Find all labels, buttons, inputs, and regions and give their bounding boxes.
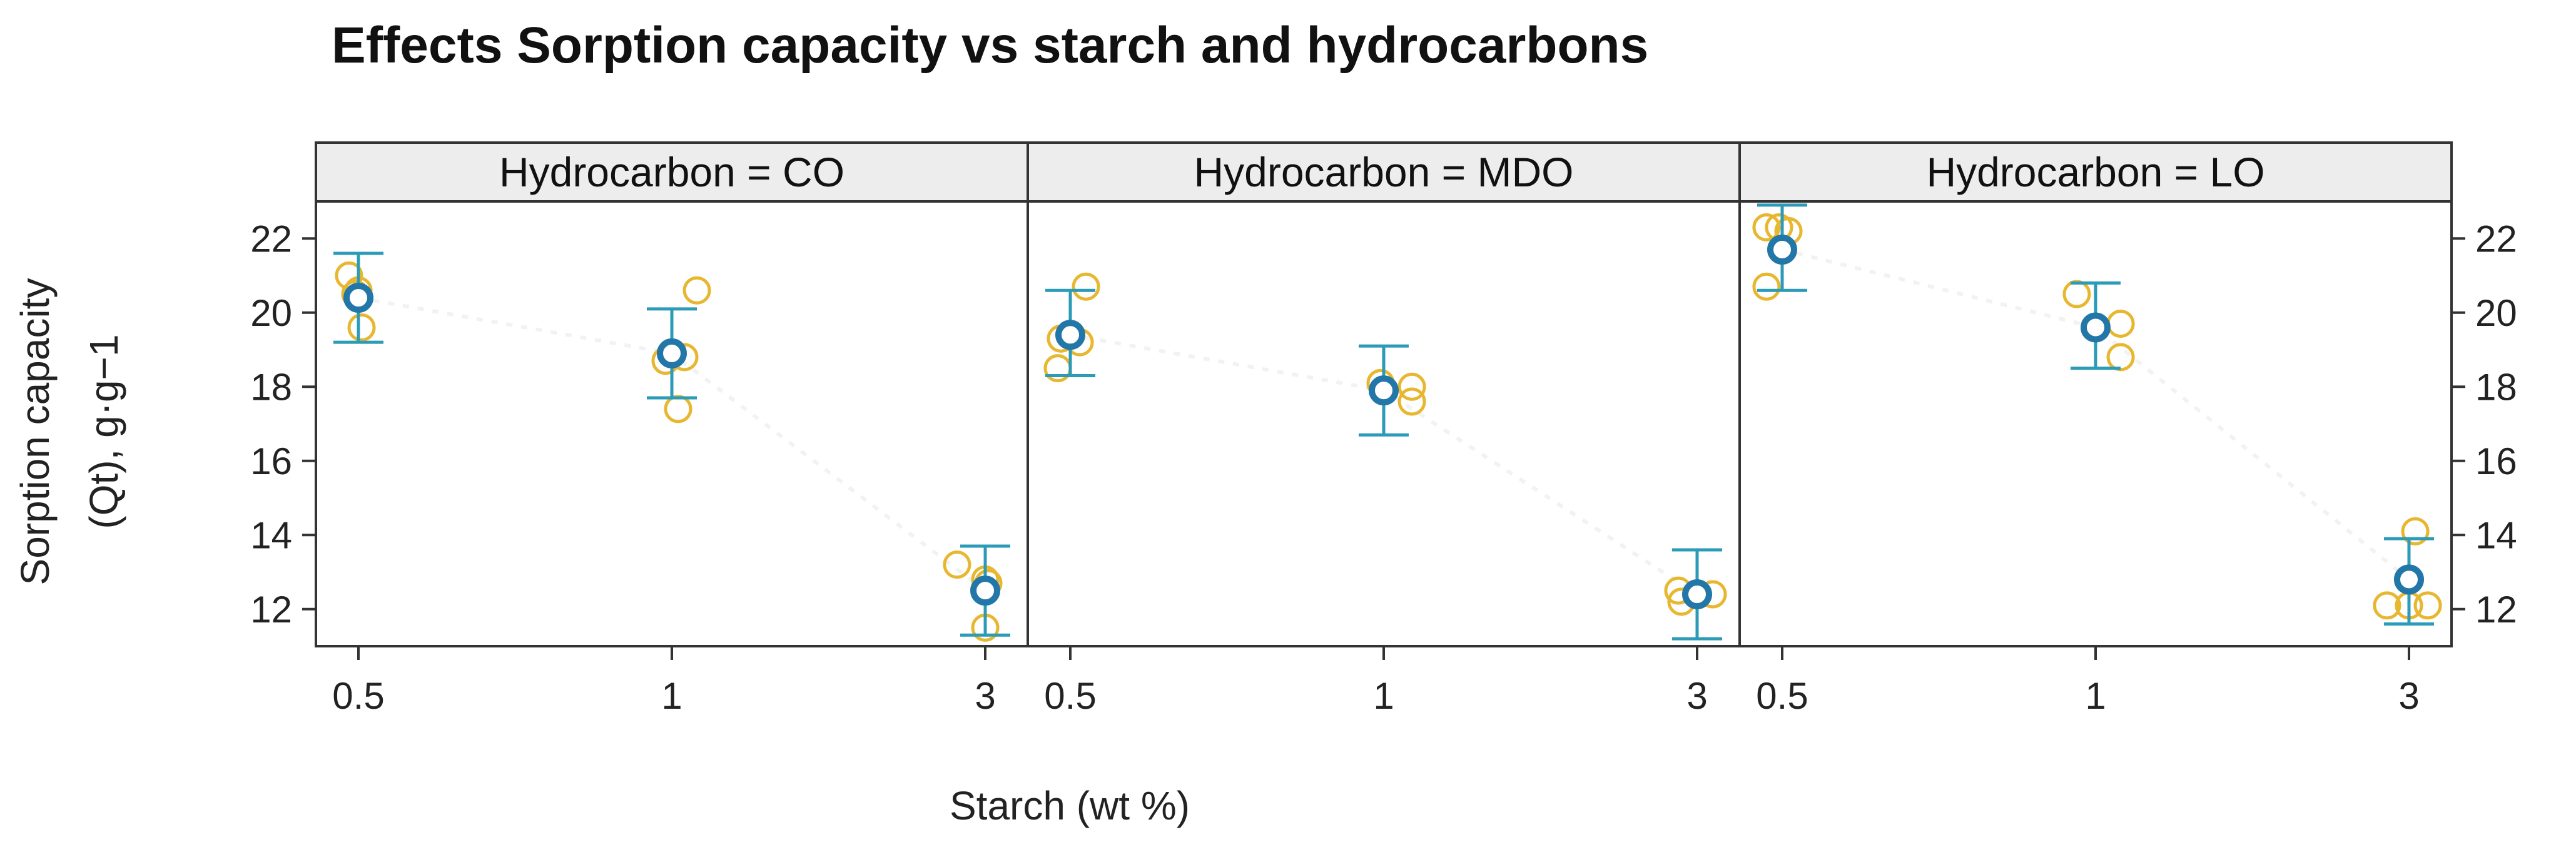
data-point [1397,387,1426,416]
group-3 [1664,548,1727,641]
panel-strip-label: Hydrocarbon = MDO [1194,149,1573,195]
mean-marker [1055,320,1085,350]
x-tick-label: 1 [1373,675,1394,717]
x-tick-label: 1 [2085,675,2106,717]
data-point [2106,310,2135,338]
y-axis-left: 12 14 16 18 20 22 [250,218,316,631]
data-point [2062,280,2091,308]
x-tick-label: 3 [2398,675,2419,717]
panel-strip-label: Hydrocarbon = LO [1926,149,2264,195]
chart-title: Effects Sorption capacity vs starch and … [332,17,1648,74]
x-tick-label: 0.5 [1044,675,1096,717]
y-tick-label-left: 18 [250,366,292,408]
y-tick-label-right: 16 [2475,440,2517,482]
mean-marker [1369,375,1399,406]
data-point [2401,517,2430,545]
group-1 [647,276,711,424]
y-tick-label-right: 20 [2475,292,2517,334]
y-tick-label-right: 14 [2475,514,2517,556]
y-tick-label-right: 22 [2475,218,2517,260]
panel-0: Hydrocarbon = CO 0.5 1 3 [315,141,1029,717]
data-point [2373,591,2401,620]
data-point [664,395,692,424]
y-tick-label-right: 12 [2475,589,2517,631]
data-point [1752,272,1781,301]
mean-marker [1682,579,1712,610]
data-point [347,313,376,342]
data-point [682,276,711,305]
group-0.5 [1043,272,1100,383]
y-tick-label-right: 18 [2475,366,2517,408]
x-tick-label: 3 [1686,675,1707,717]
data-point [943,550,971,579]
mean-marker [2081,312,2111,343]
panel-frame [315,200,1029,647]
mean-marker [970,576,1000,606]
panel-strip [1738,141,2453,203]
data-point [2106,343,2135,372]
panels: Hydrocarbon = CO 0.5 1 3 Hydrocarbon = MDO 0.… [315,141,2453,717]
y-axis-label-line2: (Qt), g·g−1 [81,334,126,529]
y-tick-label-left: 14 [250,514,292,556]
x-axis-label: Starch (wt %) [950,783,1190,828]
y-tick-label-left: 12 [250,589,292,631]
x-tick-label: 0.5 [332,675,384,717]
y-tick-label-left: 20 [250,292,292,334]
group-3 [943,544,1010,642]
mean-marker [657,338,687,368]
data-point [1072,272,1100,301]
x-tick-label: 1 [661,675,682,717]
y-axis-label-line1: Sorption capacity [13,278,58,586]
panel-strip-label: Hydrocarbon = CO [499,149,844,195]
group-1 [1359,344,1426,437]
panel-strip [315,141,1029,203]
x-tick-label: 0.5 [1756,675,1808,717]
mean-marker [1767,235,1797,265]
panel-frame [1738,200,2453,647]
panel-1: Hydrocarbon = MDO 0.5 1 3 [1027,141,1741,717]
x-tick-label: 3 [975,675,995,717]
data-point [1752,213,1781,241]
group-3 [2373,517,2442,626]
group-1 [2062,280,2135,372]
data-point [2413,591,2442,620]
y-tick-label-left: 16 [250,440,292,482]
y-tick-label-left: 22 [250,218,292,260]
panel-2: Hydrocarbon = LO 0.5 1 3 [1738,141,2453,717]
trend-line [1782,248,2410,581]
data-point [1397,372,1426,401]
group-0.5 [333,251,383,344]
mean-marker [2394,564,2424,595]
mean-marker [343,283,373,313]
group-0.5 [1752,203,1807,301]
y-axis-right: 12 14 16 18 20 22 [2452,218,2517,631]
